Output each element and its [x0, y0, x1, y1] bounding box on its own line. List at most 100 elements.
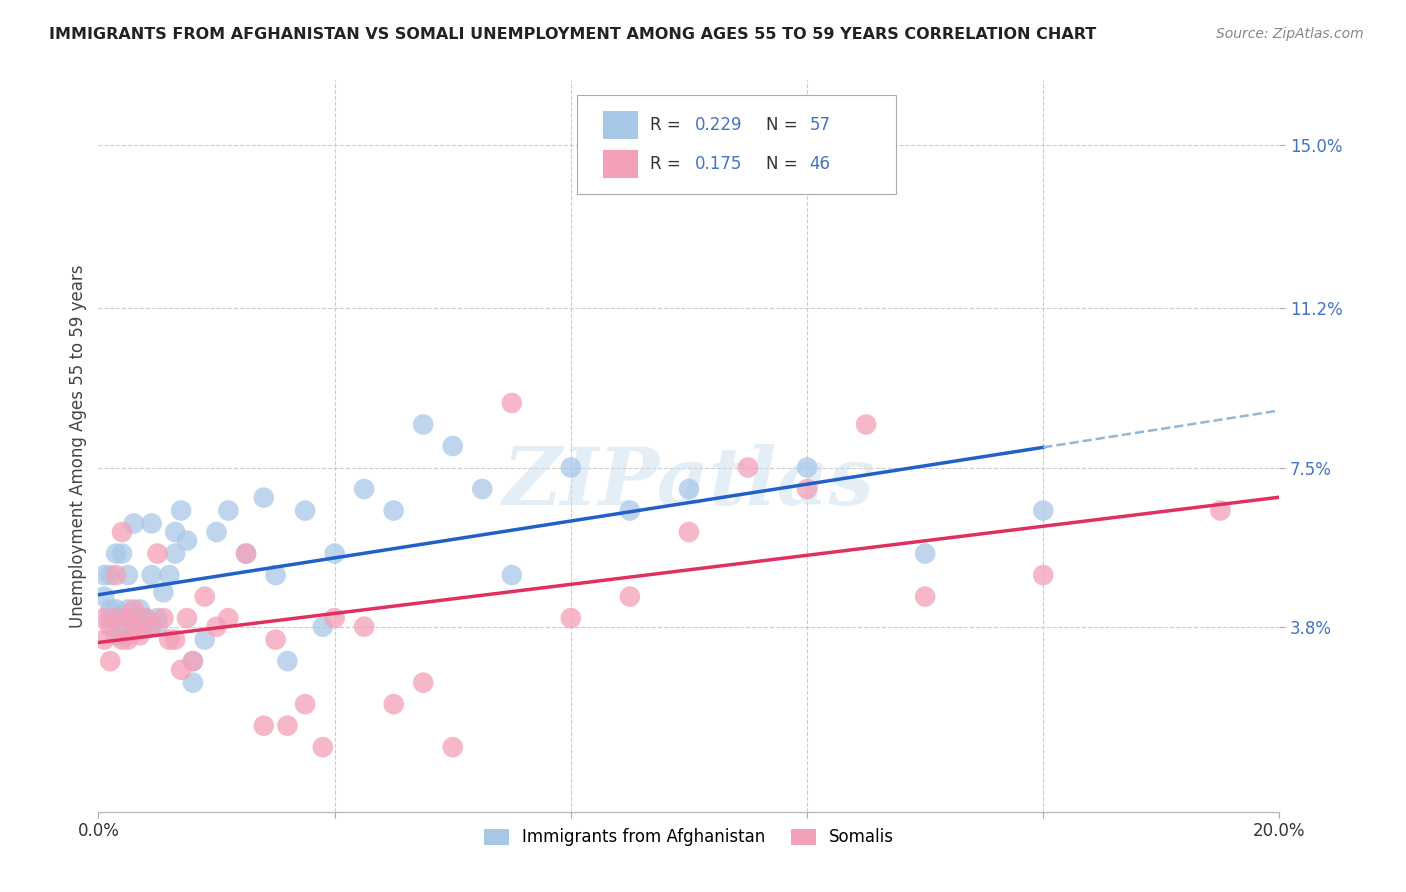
Point [678, 482, 700, 496]
Point [264, 632, 287, 647]
Point [111, 547, 134, 561]
Point [312, 740, 335, 755]
Point [105, 628, 128, 642]
Point [93, 632, 115, 647]
Point [146, 620, 169, 634]
Point [117, 628, 139, 642]
Point [294, 697, 316, 711]
Text: R =: R = [650, 155, 686, 173]
Point [135, 611, 157, 625]
Point [157, 568, 180, 582]
Point [152, 611, 174, 625]
Text: 0.229: 0.229 [695, 116, 742, 135]
Point [619, 590, 641, 604]
Point [619, 503, 641, 517]
Point [276, 654, 298, 668]
FancyBboxPatch shape [603, 150, 638, 178]
Point [165, 547, 187, 561]
Point [441, 740, 464, 755]
Point [105, 611, 128, 625]
Point [264, 568, 287, 582]
Point [157, 632, 180, 647]
Point [253, 491, 276, 505]
Point [170, 663, 193, 677]
Point [98, 654, 121, 668]
Point [194, 590, 217, 604]
Point [205, 620, 228, 634]
Point [146, 547, 169, 561]
Point [93, 568, 115, 582]
Point [128, 628, 150, 642]
Point [117, 611, 139, 625]
Point [122, 620, 145, 634]
Point [1032, 503, 1054, 517]
Text: 46: 46 [810, 155, 831, 173]
Text: R =: R = [650, 116, 686, 135]
Text: 0.175: 0.175 [695, 155, 742, 173]
Point [796, 482, 818, 496]
Point [122, 620, 145, 634]
Y-axis label: Unemployment Among Ages 55 to 59 years: Unemployment Among Ages 55 to 59 years [69, 264, 87, 628]
Point [855, 417, 877, 432]
Point [98, 602, 121, 616]
Point [176, 533, 198, 548]
Point [560, 460, 582, 475]
Point [141, 620, 163, 634]
Point [501, 568, 523, 582]
Point [117, 611, 139, 625]
Point [105, 568, 128, 582]
Point [678, 524, 700, 539]
Point [1209, 503, 1232, 517]
Text: N =: N = [766, 155, 803, 173]
Point [181, 654, 204, 668]
Point [111, 632, 134, 647]
Point [560, 611, 582, 625]
Point [146, 611, 169, 625]
Point [128, 602, 150, 616]
Point [111, 524, 134, 539]
Point [111, 611, 134, 625]
Text: N =: N = [766, 116, 803, 135]
Point [323, 547, 346, 561]
Point [194, 632, 217, 647]
Point [323, 611, 346, 625]
Point [98, 611, 121, 625]
Text: IMMIGRANTS FROM AFGHANISTAN VS SOMALI UNEMPLOYMENT AMONG AGES 55 TO 59 YEARS COR: IMMIGRANTS FROM AFGHANISTAN VS SOMALI UN… [49, 27, 1097, 42]
FancyBboxPatch shape [576, 95, 896, 194]
Point [98, 620, 121, 634]
Point [122, 602, 145, 616]
Point [1032, 568, 1054, 582]
Point [141, 516, 163, 531]
Point [217, 611, 239, 625]
Point [117, 602, 139, 616]
Point [181, 654, 204, 668]
Point [294, 503, 316, 517]
Point [165, 632, 187, 647]
Point [128, 611, 150, 625]
Point [135, 620, 157, 634]
Point [412, 675, 434, 690]
Point [441, 439, 464, 453]
Point [353, 482, 375, 496]
Point [312, 620, 335, 634]
Point [253, 719, 276, 733]
FancyBboxPatch shape [603, 112, 638, 139]
Point [98, 568, 121, 582]
Point [176, 611, 198, 625]
Text: Source: ZipAtlas.com: Source: ZipAtlas.com [1216, 27, 1364, 41]
Point [217, 503, 239, 517]
Point [141, 568, 163, 582]
Point [152, 585, 174, 599]
Legend: Immigrants from Afghanistan, Somalis: Immigrants from Afghanistan, Somalis [475, 820, 903, 855]
Point [235, 547, 257, 561]
Point [165, 524, 187, 539]
Point [276, 719, 298, 733]
Point [111, 620, 134, 634]
Point [93, 611, 115, 625]
Point [117, 568, 139, 582]
Point [181, 675, 204, 690]
Point [122, 516, 145, 531]
Point [914, 590, 936, 604]
Text: ZIPatlas: ZIPatlas [503, 444, 875, 521]
Point [353, 620, 375, 634]
